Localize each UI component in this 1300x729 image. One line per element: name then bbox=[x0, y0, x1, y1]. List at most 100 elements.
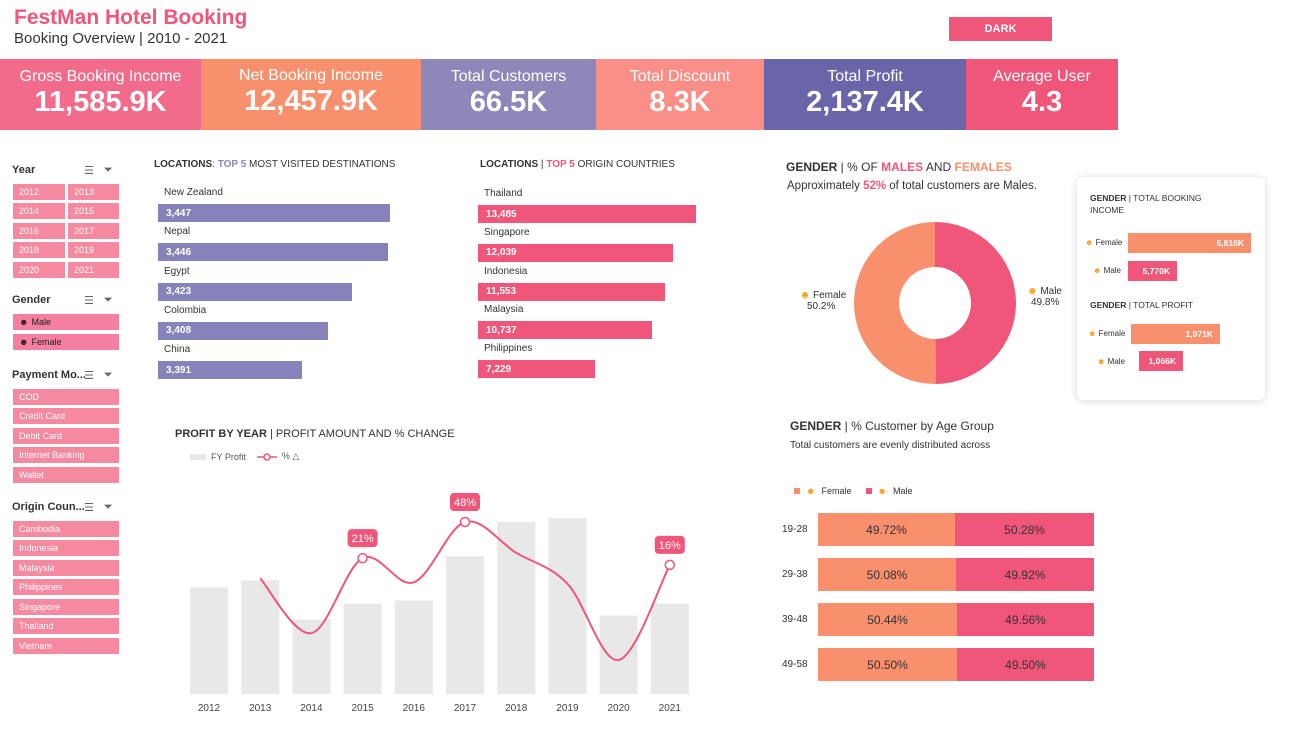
origin-chip-philippines[interactable]: Philippines bbox=[13, 579, 119, 595]
origin-bar[interactable]: 10,737 bbox=[478, 321, 652, 340]
payment-chip-debit-card[interactable]: Debit Card bbox=[13, 428, 119, 444]
filter-icon[interactable]: ⏷ bbox=[103, 501, 113, 513]
title-part: : bbox=[212, 159, 218, 170]
age-bar-female[interactable]: 50.08% bbox=[818, 558, 956, 591]
clear-selections-icon[interactable]: ☰ bbox=[84, 370, 94, 382]
destination-name: Egypt bbox=[164, 265, 190, 277]
kpi-value: 12,457.9K bbox=[244, 85, 378, 117]
slicer-icons-year: ☰ ⏷ bbox=[84, 164, 113, 177]
card-label-male: ☻ Male bbox=[1097, 357, 1125, 366]
age-bar-female[interactable]: 50.50% bbox=[818, 648, 957, 681]
filter-icon[interactable]: ⏷ bbox=[103, 294, 113, 306]
profit-bar-2019[interactable] bbox=[548, 518, 587, 694]
origin-bar[interactable]: 7,229 bbox=[478, 360, 595, 379]
donut-slice-female[interactable] bbox=[854, 222, 937, 384]
dark-mode-button[interactable]: DARK bbox=[949, 17, 1052, 41]
profit-bar-2014[interactable] bbox=[292, 619, 331, 694]
origin-bar[interactable]: 13,485 bbox=[478, 205, 696, 223]
kpi-label: Net Booking Income bbox=[238, 67, 384, 84]
destination-name: Nepal bbox=[164, 226, 191, 238]
gender-donut-chart bbox=[854, 222, 1016, 384]
clear-selections-icon[interactable]: ☰ bbox=[84, 502, 94, 514]
filter-icon[interactable]: ⏷ bbox=[103, 369, 113, 381]
profit-bar-2012[interactable] bbox=[190, 587, 228, 694]
origin-chip-indonesia[interactable]: Indonesia bbox=[13, 540, 119, 556]
pct-marker-2017[interactable] bbox=[459, 516, 471, 528]
origin-chip-malaysia[interactable]: Malaysia bbox=[13, 560, 119, 576]
payment-chip-cod[interactable]: COD bbox=[13, 389, 119, 405]
age-group-label: 49-58 bbox=[782, 659, 808, 670]
male-face-icon: ☻ bbox=[1027, 286, 1038, 297]
year-chip-2013[interactable]: 2013 bbox=[68, 184, 119, 200]
profit-chart-legend: FY Profit % △ bbox=[190, 451, 299, 462]
pct-marker-2021[interactable] bbox=[664, 559, 676, 571]
destination-bar[interactable]: 3,408 bbox=[158, 321, 328, 340]
year-chip-2020[interactable]: 2020 bbox=[13, 262, 65, 278]
origin-name: Indonesia bbox=[484, 265, 528, 277]
label-text: Female bbox=[1095, 238, 1123, 247]
year-chip-2012[interactable]: 2012 bbox=[13, 184, 65, 200]
payment-chip-credit-card[interactable]: Credit Card bbox=[13, 408, 119, 424]
x-tick-label: 2019 bbox=[556, 703, 579, 714]
origin-chip-thailand[interactable]: Thailand bbox=[13, 618, 119, 634]
x-tick-label: 2017 bbox=[454, 703, 477, 714]
title-part: LOCATIONS bbox=[154, 159, 213, 170]
filter-icon[interactable]: ⏷ bbox=[103, 164, 113, 176]
year-chip-2016[interactable]: 2016 bbox=[13, 223, 65, 239]
origin-chip-singapore[interactable]: Singapore bbox=[13, 599, 119, 615]
pct-marker-2015[interactable] bbox=[357, 552, 368, 564]
pct-callout-2021 bbox=[654, 535, 685, 554]
kpi-value: 66.5K bbox=[469, 86, 548, 118]
profit-bar-2021[interactable] bbox=[650, 603, 689, 694]
profit-bar-2016[interactable] bbox=[394, 600, 433, 694]
gender-chip-female[interactable]: ☻ Female bbox=[13, 334, 119, 350]
payment-chip-internet-banking[interactable]: Internet Banking bbox=[13, 447, 119, 463]
legend-label-male: Male bbox=[892, 486, 913, 496]
donut-slice-male[interactable] bbox=[935, 222, 1016, 384]
age-bar-female[interactable]: 50.44% bbox=[818, 603, 957, 636]
origin-name: Philippines bbox=[484, 343, 533, 355]
title-part: | bbox=[538, 159, 547, 170]
profit-bar-2020[interactable] bbox=[599, 615, 638, 694]
destination-name: Colombia bbox=[164, 304, 207, 316]
profit-bar-2013[interactable] bbox=[241, 580, 280, 694]
clear-selections-icon[interactable]: ☰ bbox=[84, 165, 94, 177]
profit-bar-2017[interactable] bbox=[446, 556, 484, 694]
age-bar-male[interactable]: 49.50% bbox=[957, 648, 1094, 681]
gender-chip-male[interactable]: ☻ Male bbox=[13, 314, 119, 330]
gender-donut-title: GENDER | % OF MALES AND FEMALES bbox=[786, 160, 1012, 174]
profit-bar-2018[interactable] bbox=[497, 522, 536, 694]
clear-selections-icon[interactable]: ☰ bbox=[84, 295, 94, 307]
destination-name: China bbox=[164, 344, 191, 356]
kpi-label: Gross Booking Income bbox=[19, 68, 182, 85]
donut-label-male: ☻ Male 49.8% bbox=[1027, 286, 1067, 308]
age-bar-male[interactable]: 49.92% bbox=[956, 558, 1094, 591]
label-text: Male bbox=[1040, 286, 1062, 297]
origin-chip-vietnam[interactable]: Vietnam bbox=[13, 638, 119, 654]
destination-bar[interactable]: 3,446 bbox=[158, 243, 388, 262]
card-title-profit: GENDER | TOTAL PROFIT bbox=[1090, 299, 1250, 311]
year-chip-2017[interactable]: 2017 bbox=[68, 223, 119, 239]
origin-bar[interactable]: 11,553 bbox=[478, 282, 665, 301]
destination-bar[interactable]: 3,447 bbox=[158, 204, 390, 222]
age-bar-male[interactable]: 49.56% bbox=[957, 603, 1094, 636]
destination-bar[interactable]: 3,423 bbox=[158, 282, 352, 301]
origin-chip-cambodia[interactable]: Cambodia bbox=[13, 521, 119, 537]
title-part: GENDER bbox=[1090, 300, 1127, 310]
profit-bar-2015[interactable] bbox=[343, 603, 382, 694]
age-group-legend: ☻ Female ☻ Male bbox=[794, 486, 913, 496]
pct-callout-2015 bbox=[347, 529, 378, 548]
destination-bar[interactable]: 3,391 bbox=[158, 361, 302, 380]
age-bar-male[interactable]: 50.28% bbox=[955, 513, 1094, 546]
year-chip-2018[interactable]: 2018 bbox=[13, 242, 65, 258]
label-text: Female bbox=[812, 290, 847, 301]
origin-bar[interactable]: 12,039 bbox=[478, 243, 673, 262]
year-chip-2015[interactable]: 2015 bbox=[68, 203, 119, 219]
kpi-label: Average User bbox=[993, 68, 1091, 85]
year-chip-2019[interactable]: 2019 bbox=[68, 242, 119, 258]
payment-chip-wallet[interactable]: Wallet bbox=[13, 467, 119, 483]
year-chip-2014[interactable]: 2014 bbox=[13, 203, 65, 219]
origin-name: Malaysia bbox=[484, 304, 524, 316]
age-bar-female[interactable]: 49.72% bbox=[818, 513, 955, 546]
year-chip-2021[interactable]: 2021 bbox=[68, 262, 119, 278]
